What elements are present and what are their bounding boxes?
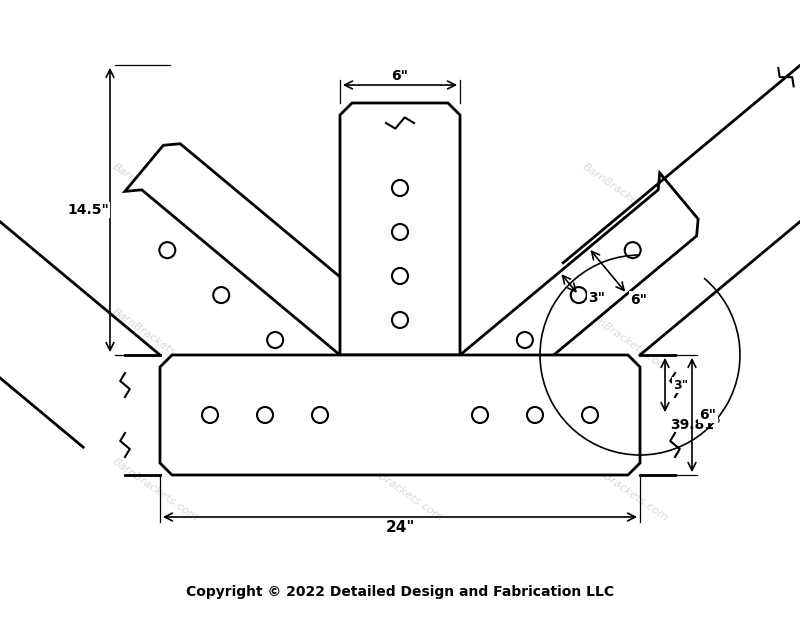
Text: BarnBrackets.com: BarnBrackets.com bbox=[580, 162, 670, 229]
Text: BarnBrackets.com: BarnBrackets.com bbox=[110, 457, 200, 523]
Text: BarnBrackets.com: BarnBrackets.com bbox=[355, 307, 445, 373]
Text: BarnBrackets.com: BarnBrackets.com bbox=[580, 307, 670, 373]
Text: 6": 6" bbox=[699, 408, 717, 422]
Polygon shape bbox=[160, 355, 640, 475]
Text: 6": 6" bbox=[391, 69, 409, 83]
Text: 3": 3" bbox=[674, 378, 689, 391]
Text: BarnBrackets.com: BarnBrackets.com bbox=[580, 457, 670, 523]
Text: BarnBrackets.com: BarnBrackets.com bbox=[110, 162, 200, 229]
Text: BarnBrackets.com: BarnBrackets.com bbox=[110, 307, 200, 373]
Polygon shape bbox=[340, 103, 460, 355]
Text: BarnBrackets.com: BarnBrackets.com bbox=[355, 457, 445, 523]
Text: 14.5": 14.5" bbox=[67, 203, 109, 217]
Text: 24": 24" bbox=[386, 520, 414, 535]
Text: Copyright © 2022 Detailed Design and Fabrication LLC: Copyright © 2022 Detailed Design and Fab… bbox=[186, 585, 614, 599]
Text: 39.81°: 39.81° bbox=[670, 418, 721, 432]
Text: BarnBrackets.com: BarnBrackets.com bbox=[355, 162, 445, 229]
Polygon shape bbox=[125, 144, 378, 355]
Text: 6": 6" bbox=[630, 293, 647, 307]
Polygon shape bbox=[460, 173, 698, 401]
Text: 3": 3" bbox=[588, 291, 605, 305]
